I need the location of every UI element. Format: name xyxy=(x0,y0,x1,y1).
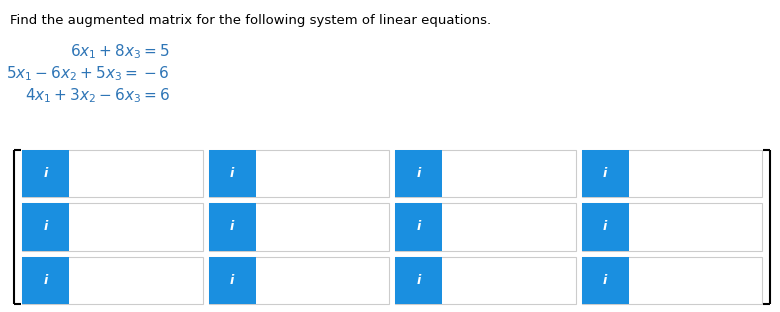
FancyBboxPatch shape xyxy=(582,203,762,251)
Text: i: i xyxy=(417,274,420,287)
Text: $4x_1 + 3x_2 - 6x_3 = 6$: $4x_1 + 3x_2 - 6x_3 = 6$ xyxy=(25,86,170,105)
Text: i: i xyxy=(230,221,234,233)
Text: i: i xyxy=(44,221,48,233)
FancyBboxPatch shape xyxy=(208,150,256,197)
Text: i: i xyxy=(603,221,608,233)
FancyBboxPatch shape xyxy=(395,150,576,197)
FancyBboxPatch shape xyxy=(208,257,389,304)
FancyBboxPatch shape xyxy=(395,203,442,251)
FancyBboxPatch shape xyxy=(22,150,203,197)
FancyBboxPatch shape xyxy=(582,150,762,197)
FancyBboxPatch shape xyxy=(22,257,203,304)
FancyBboxPatch shape xyxy=(22,257,69,304)
FancyBboxPatch shape xyxy=(22,150,69,197)
Text: i: i xyxy=(44,274,48,287)
FancyBboxPatch shape xyxy=(395,257,442,304)
FancyBboxPatch shape xyxy=(582,257,629,304)
Text: i: i xyxy=(230,274,234,287)
FancyBboxPatch shape xyxy=(208,150,389,197)
FancyBboxPatch shape xyxy=(582,257,762,304)
Text: i: i xyxy=(603,274,608,287)
FancyBboxPatch shape xyxy=(582,150,629,197)
Text: i: i xyxy=(417,221,420,233)
FancyBboxPatch shape xyxy=(582,203,629,251)
Text: $5x_1 - 6x_2 + 5x_3 = -6$: $5x_1 - 6x_2 + 5x_3 = -6$ xyxy=(6,64,170,83)
FancyBboxPatch shape xyxy=(208,257,256,304)
FancyBboxPatch shape xyxy=(22,203,69,251)
FancyBboxPatch shape xyxy=(395,257,576,304)
FancyBboxPatch shape xyxy=(208,203,389,251)
Text: Find the augmented matrix for the following system of linear equations.: Find the augmented matrix for the follow… xyxy=(10,14,491,27)
Text: $6x_1 + 8x_3 = 5$: $6x_1 + 8x_3 = 5$ xyxy=(70,42,170,61)
Text: i: i xyxy=(44,167,48,180)
Text: i: i xyxy=(603,167,608,180)
Text: i: i xyxy=(230,167,234,180)
FancyBboxPatch shape xyxy=(395,150,442,197)
FancyBboxPatch shape xyxy=(208,203,256,251)
FancyBboxPatch shape xyxy=(22,203,203,251)
FancyBboxPatch shape xyxy=(395,203,576,251)
Text: i: i xyxy=(417,167,420,180)
